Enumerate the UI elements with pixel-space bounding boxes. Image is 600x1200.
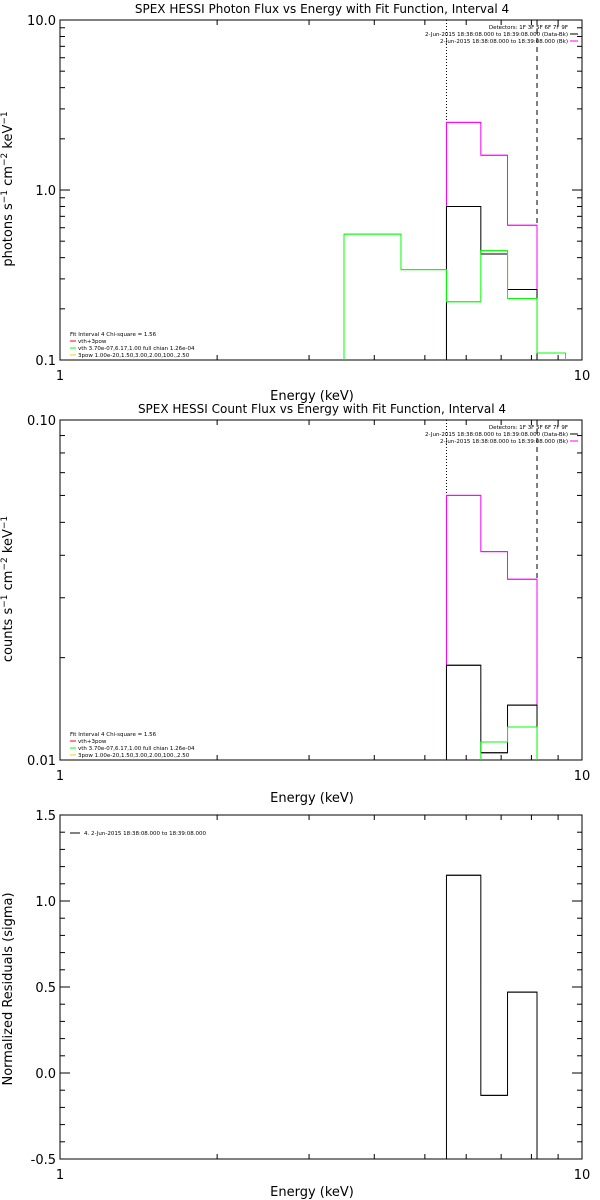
photon-flux-panel: SPEX HESSI Photon Flux vs Energy with Fi… [0,2,590,404]
legend-entry: Detectors: 1F 3F 5F 6F 7F 9F [489,425,568,431]
legend-entry: 2-Jun-2015 18:38:08.000 to 18:39:08.000 … [425,32,568,38]
legend-entry: vth 3.70e-07,6.17,1.00 full chian 1.26e-… [78,346,195,352]
y-tick-label: 1.5 [35,809,56,824]
residuals-ylabel: Normalized Residuals (sigma) [1,892,16,1085]
legend-entry: vth+3pow [78,739,107,745]
residuals-xlabel: Energy (keV) [270,1185,354,1200]
y-tick-label: 1.0 [35,184,56,199]
legend-entry: 4. 2-Jun-2015 18:38:08.000 to 18:39:08.0… [84,831,207,837]
histogram-series [445,874,538,1159]
histogram-series [480,726,538,760]
legend-entry: 2-Jun-2015 18:38:08.000 to 18:39:08.000 … [440,439,568,445]
y-tick-label: 0.0 [35,1067,56,1082]
histogram-series [445,494,538,760]
residuals-panel: Energy (keV) Normalized Residuals (sigma… [1,809,590,1200]
legend-entry: Fit Interval 4 Chi-square = 1.56 [70,732,157,738]
y-tick-label: 0.5 [35,981,56,996]
y-tick-label: 0.1 [35,354,56,369]
plot-frame [59,419,583,761]
x-tick-label: 10 [574,1168,591,1183]
legend-entry: vth+3pow [78,339,107,345]
count-flux-xlabel: Energy (keV) [270,791,354,806]
photon-flux-xlabel: Energy (keV) [270,389,354,404]
histogram-series [445,121,538,360]
x-tick-label: 1 [56,769,64,784]
histogram-series [445,205,538,360]
photon-flux-title: SPEX HESSI Photon Flux vs Energy with Fi… [135,2,509,16]
y-tick-label: 10.0 [27,14,56,29]
plot-frame [59,19,583,361]
photon-flux-ylabel: photons s−1 cm−2 keV−1 [0,111,16,266]
legend-entry: vth 3.70e-07,6.17,1.00 full chian 1.26e-… [78,746,195,752]
count-flux-ylabel: counts s−1 cm−2 keV−1 [0,516,16,662]
legend-entry: 3pow 1.00e-20,1.50,3.00,2.00,100.,2.50 [78,353,190,359]
count-flux-panel: SPEX HESSI Count Flux vs Energy with Fit… [0,402,590,806]
histogram-series [445,664,538,760]
x-tick-label: 1 [56,1168,64,1183]
count-flux-title: SPEX HESSI Count Flux vs Energy with Fit… [138,402,506,416]
legend-entry: 2-Jun-2015 18:38:08.000 to 18:39:08.000 … [440,39,568,45]
x-tick-label: 10 [574,769,591,784]
legend-entry: Fit Interval 4 Chi-square = 1.56 [70,332,157,338]
plot-frame [59,814,583,1160]
y-tick-label: 0.10 [27,414,56,429]
legend-entry: 2-Jun-2015 18:38:08.000 to 18:39:08.000 … [425,432,568,438]
x-tick-label: 10 [574,369,591,384]
y-tick-label: -0.5 [31,1153,56,1168]
legend-entry: Detectors: 1F 3F 5F 6F 7F 9F [489,25,568,31]
histogram-series [343,233,567,360]
x-tick-label: 1 [56,369,64,384]
y-tick-label: 1.0 [35,895,56,910]
legend-entry: 3pow 1.00e-20,1.50,3.00,2.00,100.,2.50 [78,753,190,759]
y-tick-label: 0.01 [27,754,56,769]
